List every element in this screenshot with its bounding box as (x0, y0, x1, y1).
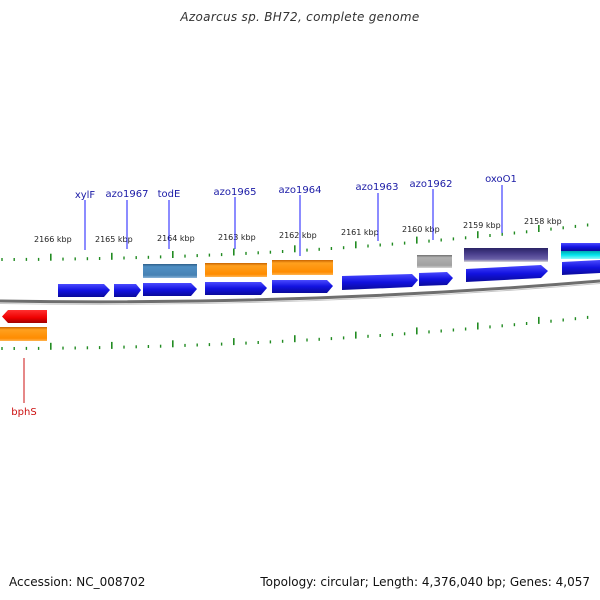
scale-label: 2164 kbp (157, 234, 195, 243)
gene-label-azo1967: azo1967 (106, 189, 149, 200)
feature-bar-orange[interactable] (272, 260, 333, 275)
genome-backbone (0, 279, 600, 304)
cds-arrow-reverse-bphS[interactable] (2, 310, 47, 323)
scale-labels: 2166 kbp 2165 kbp 2164 kbp 2163 kbp 2162… (34, 217, 562, 244)
feature-bar-gray[interactable] (417, 255, 452, 268)
genome-stats-text: Topology: circular; Length: 4,376,040 bp… (260, 575, 590, 589)
gene-labels: xylF azo1967 todE azo1965 azo1964 azo196… (11, 174, 517, 418)
feature-bar-orange[interactable] (205, 263, 267, 277)
accession-text: Accession: NC_008702 (9, 575, 146, 589)
feature-bar-cyan[interactable] (561, 251, 600, 259)
gene-label-azo1965: azo1965 (214, 187, 257, 198)
gene-label-todE: todE (158, 189, 181, 200)
cds-arrow[interactable] (272, 280, 333, 293)
scale-label: 2162 kbp (279, 231, 317, 240)
gene-label-bphS: bphS (11, 407, 36, 418)
cds-arrow[interactable] (466, 265, 548, 282)
scale-label: 2161 kbp (341, 228, 379, 237)
scale-label: 2165 kbp (95, 235, 133, 244)
scale-label: 2160 kbp (402, 225, 440, 234)
outer-scale-ticks (1, 223, 589, 261)
scale-label: 2163 kbp (218, 233, 256, 242)
cds-arrow[interactable] (419, 272, 453, 286)
feature-bar-purple[interactable] (464, 248, 548, 262)
gene-label-xylF: xylF (75, 190, 96, 201)
gene-label-azo1964: azo1964 (279, 185, 322, 196)
feature-bar-orange-reverse[interactable] (0, 327, 47, 341)
inner-scale-ticks (1, 315, 589, 350)
map-title: Azoarcus sp. BH72, complete genome (180, 10, 420, 24)
cds-arrow[interactable] (562, 260, 600, 275)
cds-arrow[interactable] (205, 282, 267, 295)
cds-track-reverse (0, 310, 47, 341)
genome-backbone-highlight (0, 283, 600, 305)
cds-track-forward (58, 260, 600, 297)
cds-arrow[interactable] (143, 283, 197, 296)
feature-bar-blue[interactable] (561, 243, 600, 251)
gene-label-lines (84, 185, 503, 256)
feature-track-upper (143, 243, 600, 278)
scale-label: 2159 kbp (463, 221, 501, 230)
cds-arrow[interactable] (114, 284, 141, 297)
cds-arrow[interactable] (342, 274, 418, 290)
gene-label-azo1963: azo1963 (356, 182, 399, 193)
scale-label: 2166 kbp (34, 235, 72, 244)
gene-label-azo1962: azo1962 (410, 179, 453, 190)
gene-label-oxoO1: oxoO1 (485, 174, 517, 185)
feature-bar-steelblue[interactable] (143, 264, 197, 278)
scale-label: 2158 kbp (524, 217, 562, 226)
cds-arrow[interactable] (58, 284, 110, 297)
